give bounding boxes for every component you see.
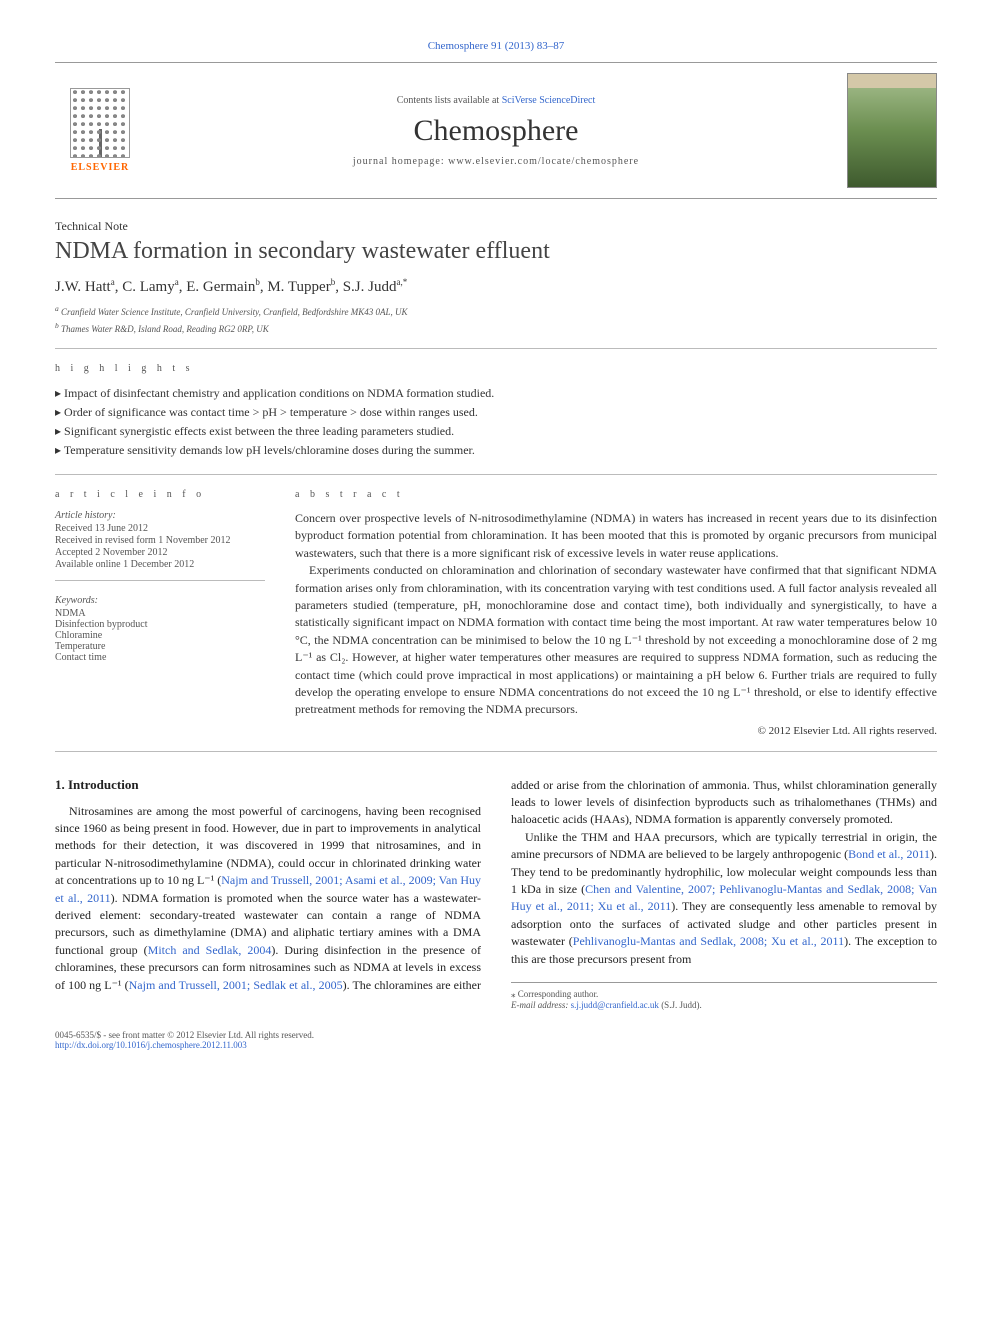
author: J.W. Hatt: [55, 279, 111, 295]
email-link[interactable]: s.j.judd@cranfield.ac.uk: [571, 1000, 659, 1010]
scidirect-link[interactable]: SciVerse ScienceDirect: [502, 95, 596, 106]
highlights-heading: h i g h l i g h t s: [55, 363, 937, 374]
keyword: Temperature: [55, 641, 265, 652]
corr-email-line: E-mail address: s.j.judd@cranfield.ac.uk…: [511, 1000, 937, 1010]
divider: [55, 580, 265, 581]
keyword: Chloramine: [55, 630, 265, 641]
corr-author-label: ⁎ Corresponding author.: [511, 989, 937, 1000]
affil-sup: a: [55, 304, 59, 313]
highlight-item: Temperature sensitivity demands low pH l…: [55, 441, 937, 460]
email-suffix: (S.J. Judd).: [659, 1000, 702, 1010]
author-sup: a,*: [396, 277, 407, 287]
citation-link[interactable]: Mitch and Sedlak, 2004: [148, 943, 272, 957]
journal-name: Chemosphere: [145, 114, 847, 148]
abstract: a b s t r a c t Concern over prospective…: [295, 489, 937, 737]
author: S.J. Judd: [343, 279, 397, 295]
keywords-label: Keywords:: [55, 595, 265, 606]
body-text-run: ). During disinfection in the presence o…: [271, 943, 481, 957]
abstract-copyright: © 2012 Elsevier Ltd. All rights reserved…: [295, 725, 937, 737]
history-line: Received 13 June 2012: [55, 523, 265, 534]
info-abstract-row: a r t i c l e i n f o Article history: R…: [55, 489, 937, 737]
journal-citation: Chemosphere 91 (2013) 83–87: [55, 40, 937, 52]
journal-homepage: journal homepage: www.elsevier.com/locat…: [145, 156, 847, 167]
history-line: Available online 1 December 2012: [55, 559, 265, 570]
divider: [55, 751, 937, 752]
highlight-item: Significant synergistic effects exist be…: [55, 422, 937, 441]
author-sup: b: [331, 277, 336, 287]
homepage-url[interactable]: www.elsevier.com/locate/chemosphere: [448, 156, 639, 167]
divider: [55, 474, 937, 475]
journal-cover-thumbnail[interactable]: [847, 73, 937, 188]
affil-text: Thames Water R&D, Island Road, Reading R…: [61, 324, 269, 334]
keyword: NDMA: [55, 608, 265, 619]
contents-available: Contents lists available at SciVerse Sci…: [145, 95, 847, 106]
abstract-paragraph: Concern over prospective levels of N-nit…: [295, 510, 937, 562]
history-line: Accepted 2 November 2012: [55, 547, 265, 558]
article-type: Technical Note: [55, 219, 937, 234]
abstract-heading: a b s t r a c t: [295, 489, 937, 500]
citation-link[interactable]: Bond et al., 2011: [848, 847, 930, 861]
elsevier-logo[interactable]: ELSEVIER: [55, 76, 145, 186]
article-info-heading: a r t i c l e i n f o: [55, 489, 265, 500]
history-label: Article history:: [55, 510, 265, 521]
citation-link[interactable]: Chemosphere 91 (2013) 83–87: [428, 40, 565, 52]
highlight-item: Impact of disinfectant chemistry and app…: [55, 384, 937, 403]
highlight-item: Order of significance was contact time >…: [55, 403, 937, 422]
contents-prefix: Contents lists available at: [397, 95, 502, 106]
front-matter-line: 0045-6535/$ - see front matter © 2012 El…: [55, 1030, 937, 1040]
page-footer: 0045-6535/$ - see front matter © 2012 El…: [55, 1030, 937, 1050]
elsevier-tree-icon: [70, 88, 130, 158]
author-sup: b: [255, 277, 260, 287]
section-heading: 1. Introduction: [55, 777, 481, 793]
keyword: Contact time: [55, 652, 265, 663]
citation-link[interactable]: Najm and Trussell, 2001; Sedlak et al., …: [129, 978, 343, 992]
affiliation: b Thames Water R&D, Island Road, Reading…: [55, 321, 937, 334]
header-center: Contents lists available at SciVerse Sci…: [145, 95, 847, 167]
affil-text: Cranfield Water Science Institute, Cranf…: [61, 307, 407, 317]
doi-link[interactable]: http://dx.doi.org/10.1016/j.chemosphere.…: [55, 1040, 247, 1050]
author-sup: a: [111, 277, 115, 287]
history-line: Received in revised form 1 November 2012: [55, 535, 265, 546]
corresponding-author-footnote: ⁎ Corresponding author. E-mail address: …: [511, 982, 937, 1010]
journal-header: ELSEVIER Contents lists available at Sci…: [55, 62, 937, 199]
highlights-list: Impact of disinfectant chemistry and app…: [55, 384, 937, 460]
author: M. Tupper: [267, 279, 330, 295]
affil-sup: b: [55, 321, 59, 330]
body-text: 1. Introduction Nitrosamines are among t…: [55, 777, 937, 1010]
email-label: E-mail address:: [511, 1000, 571, 1010]
body-paragraph: Unlike the THM and HAA precursors, which…: [511, 829, 937, 968]
author: E. Germain: [186, 279, 255, 295]
author-sup: a: [175, 277, 179, 287]
elsevier-label: ELSEVIER: [71, 162, 130, 173]
affiliation: a Cranfield Water Science Institute, Cra…: [55, 304, 937, 317]
keyword: Disinfection byproduct: [55, 619, 265, 630]
citation-link[interactable]: Pehlivanoglu-Mantas and Sedlak, 2008; Xu…: [573, 934, 844, 948]
divider: [55, 348, 937, 349]
author-list: J.W. Hatta, C. Lamya, E. Germainb, M. Tu…: [55, 277, 937, 296]
author: C. Lamy: [122, 279, 175, 295]
homepage-prefix: journal homepage:: [353, 156, 448, 167]
highlights-section: h i g h l i g h t s Impact of disinfecta…: [55, 363, 937, 460]
article-info: a r t i c l e i n f o Article history: R…: [55, 489, 265, 737]
abstract-paragraph: Experiments conducted on chloramination …: [295, 562, 937, 719]
article-title: NDMA formation in secondary wastewater e…: [55, 238, 937, 265]
